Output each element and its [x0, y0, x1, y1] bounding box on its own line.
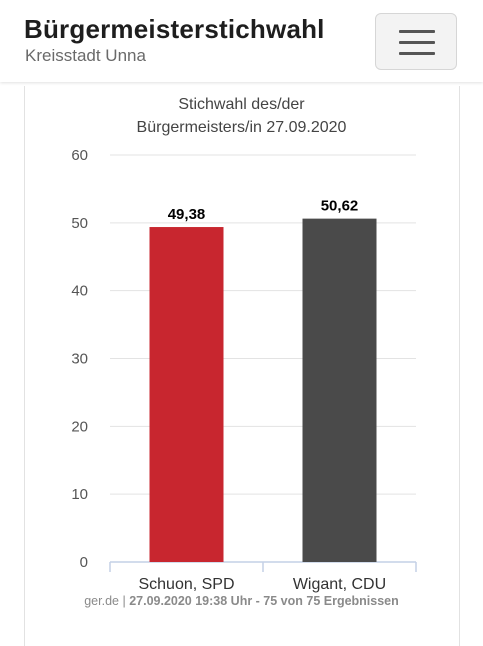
data-label: 50,62 [321, 198, 359, 215]
credits-text: 27.09.2020 19:38 Uhr - 75 von 75 Ergebni… [129, 594, 399, 608]
chart-title-line-1: Stichwahl des/der [178, 96, 305, 113]
hamburger-menu-icon [399, 30, 435, 33]
chart-title: Stichwahl des/der Bürgermeisters/in 27.0… [0, 93, 483, 139]
credits-separator: | [118, 594, 130, 608]
x-tick-label: Wigant, CDU [293, 576, 386, 593]
y-tick-label: 20 [71, 418, 88, 435]
y-tick-label: 40 [71, 283, 88, 300]
chart-credits[interactable]: ger.de | 27.09.2020 19:38 Uhr - 75 von 7… [0, 594, 483, 608]
app-header: Bürgermeisterstichwahl Kreisstadt Unna [0, 0, 483, 82]
y-tick-label: 10 [71, 486, 88, 503]
x-tick-label: Schuon, SPD [138, 576, 234, 593]
y-tick-label: 50 [71, 215, 88, 232]
data-label: 49,38 [168, 206, 206, 223]
bar [302, 218, 377, 562]
chart-card [24, 86, 460, 646]
bar [149, 227, 224, 562]
y-tick-label: 30 [71, 351, 88, 368]
chart-title-line-2: Bürgermeisters/in 27.09.2020 [136, 119, 347, 136]
page-subtitle: Kreisstadt Unna [25, 46, 146, 65]
y-tick-label: 0 [80, 554, 88, 571]
hamburger-menu-button[interactable] [375, 13, 457, 70]
page-title: Bürgermeisterstichwahl [24, 14, 325, 44]
credits-source[interactable]: ger.de [84, 594, 119, 608]
y-tick-label: 60 [71, 147, 88, 164]
